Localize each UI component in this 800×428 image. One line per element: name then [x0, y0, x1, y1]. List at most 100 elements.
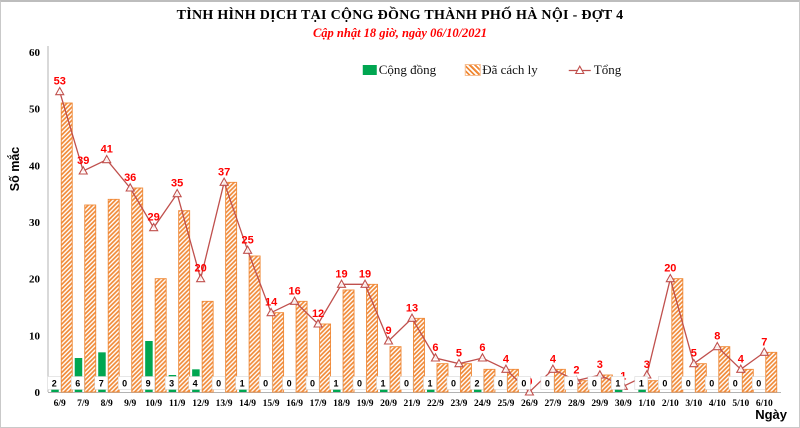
bar-da-cach-ly [671, 278, 684, 393]
y-axis-tick: 60 [29, 47, 41, 59]
cong-dong-value-label: 2 [474, 379, 479, 389]
tong-value-label: 36 [124, 172, 136, 184]
cong-dong-label-box [423, 376, 437, 390]
tong-marker [547, 364, 558, 373]
tong-value-label: 25 [241, 234, 253, 246]
bar-da-cach-ly [60, 102, 73, 393]
cong-dong-label-box [235, 376, 249, 390]
bar-da-cach-ly [272, 312, 285, 393]
legend-item-da-cach-ly: Đã cách ly [465, 62, 538, 78]
tong-marker [383, 335, 394, 345]
chart-subtitle: Cập nhật 18 giờ, ngày 06/10/2021 [312, 26, 488, 40]
y-axis-tick: 0 [35, 387, 41, 399]
bar-da-cach-ly [319, 323, 332, 393]
bar-da-cach-ly [483, 368, 496, 393]
cong-dong-label-box [117, 376, 132, 390]
bar-da-cach-ly [201, 300, 214, 393]
tong-value-label: 13 [406, 302, 418, 314]
cong-dong-value-label: 0 [709, 379, 714, 389]
bar-da-cach-ly [694, 363, 707, 393]
x-axis-tick: 27/9 [544, 399, 561, 409]
chart-title: TÌNH HÌNH DỊCH TẠI CỘNG ĐỒNG THÀNH PHỐ H… [176, 8, 624, 23]
cong-dong-value-label: 2 [52, 379, 57, 389]
tong-marker [360, 279, 370, 288]
x-axis-tick: 28/9 [568, 399, 585, 409]
tong-value-label: 3 [597, 359, 603, 371]
tong-value-label: 37 [218, 166, 230, 178]
tong-value-label: 14 [265, 297, 278, 309]
x-axis-tick: 19/9 [357, 399, 374, 409]
legend-label-tong: Tổng [593, 62, 622, 77]
bar-da-cach-ly [107, 198, 120, 393]
tong-value-label: 20 [664, 263, 676, 275]
cong-dong-label-box [352, 376, 367, 390]
bar-da-cach-ly [436, 363, 449, 393]
cong-dong-label-box [681, 376, 696, 390]
bar-da-cach-ly [248, 255, 261, 393]
tong-value-label: 5 [456, 348, 462, 360]
cong-dong-value-label: 0 [451, 379, 456, 389]
bar-cong-dong [145, 341, 153, 392]
tong-value-label: 19 [359, 268, 371, 280]
legend-label-da-cach-ly: Đã cách ly [482, 62, 538, 77]
chart-legend: Cộng đồng Đã cách ly Tổng [362, 62, 621, 78]
x-axis-tick: 9/9 [124, 399, 136, 409]
cong-dong-value-label: 0 [404, 379, 409, 389]
tong-marker [477, 352, 488, 362]
x-axis-tick: 16/9 [286, 399, 303, 409]
cong-dong-label-box [705, 376, 719, 390]
bar-da-cach-ly [295, 300, 308, 393]
cong-dong-label-box [282, 376, 296, 390]
y-axis-tick: 30 [29, 217, 41, 229]
bar-da-cach-ly [389, 346, 402, 393]
tong-value-label: 5 [691, 348, 697, 360]
cong-dong-label-box [399, 376, 414, 390]
x-axis-title: Ngày [755, 407, 787, 422]
x-axis-tick: 23/9 [451, 399, 468, 409]
cong-dong-value-label: 7 [99, 379, 104, 389]
tong-marker [735, 364, 746, 373]
y-axis-tick: 10 [29, 330, 41, 342]
legend-swatch-green-bar [362, 65, 377, 75]
y-axis-tick: 20 [29, 274, 41, 286]
cong-dong-value-label: 1 [240, 379, 245, 389]
bar-da-cach-ly [413, 317, 425, 393]
tong-value-label: 2 [573, 365, 579, 377]
tong-marker [125, 182, 136, 192]
cong-dong-value-label: 0 [216, 379, 221, 389]
cong-dong-label-box [752, 376, 766, 390]
legend-item-tong: Tổng [568, 62, 621, 78]
tong-marker [759, 347, 770, 356]
cong-dong-value-label: 0 [568, 379, 573, 389]
tong-value-label: 53 [54, 76, 66, 88]
bar-da-cach-ly [647, 380, 660, 393]
cong-dong-value-label: 9 [146, 379, 151, 389]
x-axis-tick: 22/9 [427, 399, 444, 409]
bar-da-cach-ly [342, 289, 355, 393]
tong-value-label: 29 [148, 212, 160, 224]
tong-marker [54, 86, 65, 96]
tong-marker [454, 358, 464, 368]
tong-value-label: 35 [171, 178, 183, 190]
cong-dong-label-box [188, 376, 202, 390]
cong-dong-value-label: 0 [686, 379, 691, 389]
cong-dong-value-label: 0 [733, 379, 738, 389]
tong-value-label: 4 [550, 353, 557, 365]
y-axis-title: Số mắc [8, 146, 22, 192]
cong-dong-label-box [517, 376, 531, 390]
tong-marker [501, 364, 511, 373]
cong-dong-value-label: 0 [357, 379, 362, 389]
y-axis-tick: 40 [29, 160, 41, 172]
cong-dong-value-label: 1 [427, 379, 432, 389]
x-axis-tick: 25/9 [497, 399, 514, 409]
bar-da-cach-ly [718, 346, 731, 393]
tong-value-label: 6 [479, 342, 485, 354]
x-axis-tick: 2/10 [662, 399, 679, 409]
tong-value-label: 9 [385, 325, 391, 337]
x-axis-tick: 30/9 [615, 399, 632, 409]
cong-dong-value-label: 0 [263, 379, 268, 389]
tong-marker [172, 188, 183, 198]
tong-value-label: 41 [101, 144, 113, 156]
